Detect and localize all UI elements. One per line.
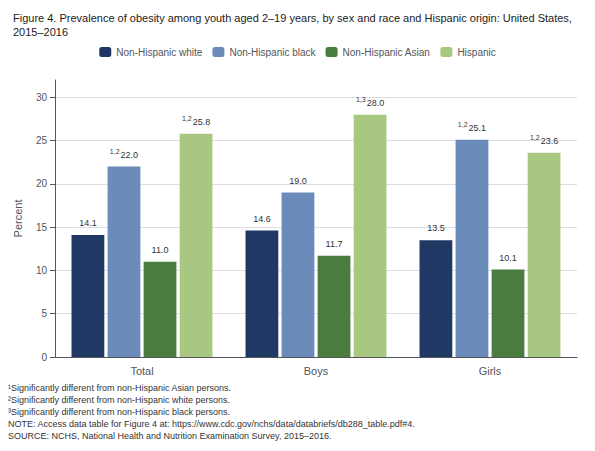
svg-text:SOURCE: NCHS, National Health: SOURCE: NCHS, National Health and Nutrit… xyxy=(8,431,332,441)
svg-text:1,3: 1,3 xyxy=(356,96,366,103)
svg-text:1,2: 1,2 xyxy=(458,121,468,128)
svg-text:20: 20 xyxy=(36,178,48,189)
svg-text:Boys: Boys xyxy=(304,365,329,377)
svg-text:²Significantly different from: ²Significantly different from non-Hispan… xyxy=(8,395,230,405)
svg-text:Non-Hispanic Asian: Non-Hispanic Asian xyxy=(343,47,430,58)
svg-text:14.6: 14.6 xyxy=(253,214,271,224)
svg-text:Percent: Percent xyxy=(12,200,24,238)
svg-text:13.5: 13.5 xyxy=(427,223,445,233)
svg-text:Girls: Girls xyxy=(479,365,502,377)
svg-text:10: 10 xyxy=(36,265,48,276)
svg-text:Hispanic: Hispanic xyxy=(457,47,495,58)
svg-text:1,2: 1,2 xyxy=(182,115,192,122)
svg-text:30: 30 xyxy=(36,92,48,103)
svg-text:5: 5 xyxy=(41,308,47,319)
svg-text:¹Significantly different from: ¹Significantly different from non-Hispan… xyxy=(8,383,231,393)
svg-text:11.7: 11.7 xyxy=(326,239,343,249)
svg-text:22.0: 22.0 xyxy=(121,150,139,160)
svg-text:0: 0 xyxy=(41,352,47,363)
svg-text:1,2: 1,2 xyxy=(530,134,540,141)
svg-text:Total: Total xyxy=(130,365,153,377)
svg-text:Figure 4. Prevalence of obesit: Figure 4. Prevalence of obesity among yo… xyxy=(13,12,575,24)
svg-text:³Significantly different from: ³Significantly different from non-Hispan… xyxy=(8,407,230,417)
svg-text:28.0: 28.0 xyxy=(367,98,385,108)
svg-text:19.0: 19.0 xyxy=(289,176,307,186)
svg-text:Non-Hispanic white: Non-Hispanic white xyxy=(116,47,203,58)
svg-text:25.1: 25.1 xyxy=(469,123,487,133)
svg-text:11.0: 11.0 xyxy=(152,245,169,255)
svg-text:1,2: 1,2 xyxy=(110,148,120,155)
svg-text:25: 25 xyxy=(36,135,48,146)
svg-text:14.1: 14.1 xyxy=(79,218,97,228)
svg-text:15: 15 xyxy=(36,222,48,233)
svg-text:23.6: 23.6 xyxy=(541,136,559,146)
svg-text:25.8: 25.8 xyxy=(193,117,211,127)
svg-text:10.1: 10.1 xyxy=(499,253,517,263)
svg-text:NOTE: Access data table for Fi: NOTE: Access data table for Figure 4 at:… xyxy=(8,419,415,429)
svg-text:2015–2016: 2015–2016 xyxy=(13,26,68,38)
svg-text:Non-Hispanic black: Non-Hispanic black xyxy=(229,47,316,58)
